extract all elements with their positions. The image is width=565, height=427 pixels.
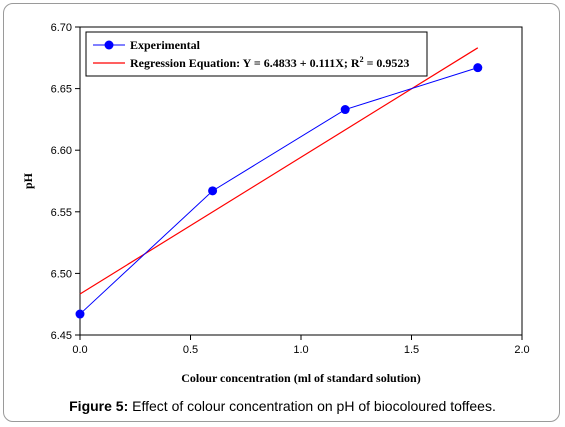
x-tick-label: 0.5 [183,344,198,356]
experimental-point [75,309,85,319]
y-tick-label: 6.65 [51,84,72,96]
legend-experimental-label: Experimental [130,38,201,52]
y-axis-ticks: 6.45 6.50 6.55 6.60 6.65 6.70 [51,22,80,342]
y-axis-label: pH [21,172,35,189]
y-tick-label: 6.45 [51,330,72,342]
experimental-line [79,67,478,315]
experimental-point [208,186,218,196]
x-tick-label: 0.0 [72,344,87,356]
figure-caption: Figure 5: Effect of colour concentration… [0,398,565,414]
caption-text: Effect of colour concentration on pH of … [128,398,496,414]
y-tick-label: 6.50 [51,268,72,280]
x-tick-label: 1.5 [404,344,419,356]
x-tick-label: 2.0 [514,344,529,356]
x-tick-label: 1.0 [293,344,308,356]
x-axis-label: Colour concentration (ml of standard sol… [181,371,420,385]
regression-line [79,47,479,295]
y-tick-label: 6.70 [51,22,72,34]
series-layer [75,47,483,319]
experimental-point [340,105,350,115]
legend-regression-label: Regression Equation: Y = 6.4833 + 0.111X… [130,55,409,70]
legend-experimental-marker [104,40,114,50]
caption-label: Figure 5: [69,398,129,414]
legend-box [85,31,428,77]
y-tick-label: 6.55 [51,207,72,219]
y-tick-label: 6.60 [51,145,72,157]
x-axis-ticks: 0.0 0.5 1.0 1.5 2.0 [72,335,530,356]
legend: Experimental Regression Equation: Y = 6.4… [85,31,428,77]
experimental-point [473,63,483,73]
